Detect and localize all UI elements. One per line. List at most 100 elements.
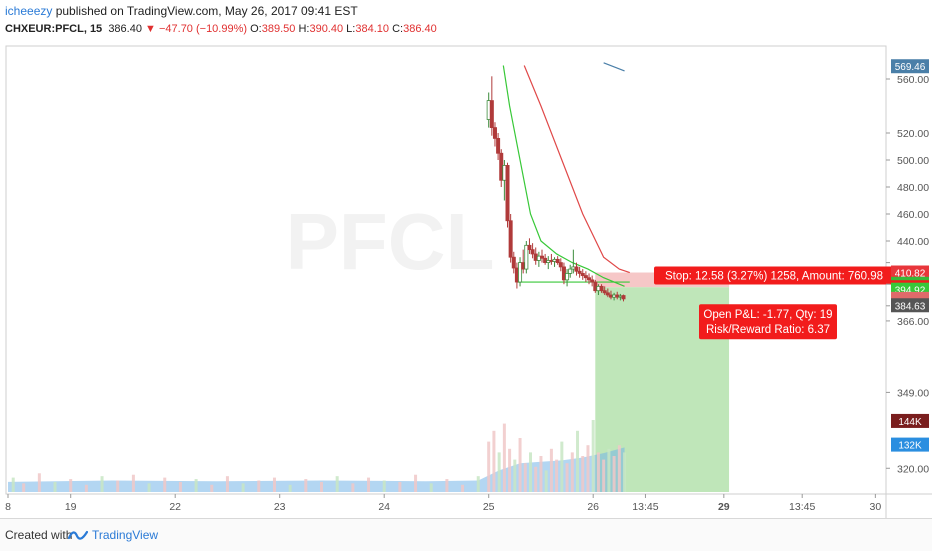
volume-bar [53, 481, 57, 492]
volume-bar [560, 441, 564, 492]
candle-body[interactable] [518, 262, 523, 283]
candle-body[interactable] [546, 260, 551, 264]
volume-bar [131, 474, 135, 492]
time-tick-label: 13:45 [632, 501, 658, 513]
volume-bar [502, 423, 506, 492]
price-tick-label: 480.00 [897, 182, 929, 194]
price-chart[interactable]: PFCL Stop: 12.58 (3.27%) 1258, Amount: 7… [0, 44, 932, 518]
candle-body[interactable] [587, 277, 592, 281]
price-badge-label: 384.63 [895, 301, 926, 312]
candle-body[interactable] [590, 279, 595, 283]
candle-body[interactable] [539, 255, 544, 259]
volume-bar [178, 481, 182, 492]
candle-body[interactable] [533, 253, 538, 261]
stop-label: Stop: 12.58 (3.27%) 1258, Amount: 760.98 [665, 271, 883, 283]
candle-body[interactable] [596, 285, 601, 292]
candle-body[interactable] [492, 127, 497, 139]
volume-bar [445, 479, 449, 492]
candle-body[interactable] [574, 266, 579, 272]
pnl-box[interactable] [699, 304, 837, 340]
candle-body[interactable] [621, 295, 626, 300]
last-price: 386.40 [108, 23, 142, 35]
volume-bar [335, 476, 339, 492]
price-tick-label: 520.00 [897, 128, 929, 140]
candle-body[interactable] [608, 294, 613, 298]
candle-body[interactable] [530, 249, 535, 255]
candle-body[interactable] [612, 294, 617, 298]
moving-average-long [603, 62, 625, 72]
volume-bar [596, 452, 600, 492]
candle-body[interactable] [505, 165, 510, 222]
candle-body[interactable] [602, 290, 607, 294]
price-tick-label: 460.00 [897, 209, 929, 221]
volume-bar [414, 474, 418, 492]
volume-bar [147, 483, 151, 492]
candle-body[interactable] [577, 270, 582, 274]
time-tick-label: 26 [587, 501, 599, 513]
candle-body[interactable] [521, 262, 526, 270]
candle-body[interactable] [561, 266, 566, 281]
candle-body[interactable] [565, 272, 570, 281]
price-tick-label: 560.00 [897, 74, 929, 86]
volume-bar [351, 483, 355, 492]
pnl-label: Open P&L: -1.77, Qty: 19 [703, 309, 832, 321]
candle-body[interactable] [508, 220, 513, 258]
candle-body[interactable] [514, 267, 519, 283]
price-badge[interactable] [891, 59, 929, 74]
candle-body[interactable] [499, 152, 504, 181]
candle-body[interactable] [605, 292, 610, 296]
candle-body[interactable] [543, 257, 548, 263]
price-badge-label: 410.82 [895, 269, 926, 280]
candle-body[interactable] [496, 138, 501, 154]
price-badge[interactable] [891, 298, 929, 313]
candle-body[interactable] [571, 266, 576, 270]
symbol-label[interactable]: CHXEUR:PFCL, 15 [5, 23, 103, 35]
volume-bar [570, 452, 574, 492]
volume-bar [257, 480, 261, 492]
candle-body[interactable] [593, 281, 598, 292]
price-badge[interactable] [891, 437, 929, 452]
volume-bar [398, 481, 402, 492]
candle-body[interactable] [489, 100, 494, 128]
candle-body[interactable] [568, 268, 573, 274]
volume-ma-area [8, 447, 625, 492]
candle-body[interactable] [527, 244, 532, 251]
tradingview-logo-icon[interactable] [68, 527, 88, 543]
time-tick-label: 24 [378, 501, 390, 513]
volume-bar [586, 445, 590, 492]
candle-body[interactable] [618, 295, 623, 298]
candle-body[interactable] [536, 255, 541, 261]
price-badge[interactable] [891, 413, 929, 428]
candle-body[interactable] [524, 244, 529, 270]
volume-bar [116, 480, 120, 492]
moving-average-fast [502, 65, 625, 287]
candle-body[interactable] [615, 294, 620, 298]
price-badge[interactable] [891, 265, 929, 280]
high-value: 390.40 [309, 23, 344, 35]
candle-body[interactable] [555, 258, 560, 264]
candle-body[interactable] [583, 275, 588, 279]
candle-body[interactable] [511, 256, 516, 269]
candle-body[interactable] [552, 258, 557, 262]
open-value: 389.50 [261, 23, 296, 35]
author-link[interactable]: icheeezy [5, 4, 53, 18]
volume-bar [22, 483, 26, 492]
volume-bar [241, 483, 245, 492]
candle-body[interactable] [486, 100, 491, 120]
chart-canvas[interactable]: PFCL Stop: 12.58 (3.27%) 1258, Amount: 7… [0, 44, 932, 518]
volume-bar [84, 484, 88, 492]
candle-body[interactable] [580, 272, 585, 276]
candle-body[interactable] [599, 285, 604, 292]
tradingview-brand[interactable]: TradingView [92, 528, 159, 542]
volume-bar [602, 459, 606, 492]
candle-body[interactable] [549, 260, 554, 262]
volume-bar [581, 456, 585, 492]
candle-body[interactable] [502, 165, 507, 181]
low-label: L: [346, 23, 356, 35]
candle-body[interactable] [558, 262, 563, 268]
close-value: 386.40 [403, 23, 437, 35]
stop-label-box[interactable] [654, 266, 894, 285]
volume-bar [11, 477, 15, 492]
volume-bar [529, 452, 532, 492]
volume-bar [429, 483, 433, 492]
